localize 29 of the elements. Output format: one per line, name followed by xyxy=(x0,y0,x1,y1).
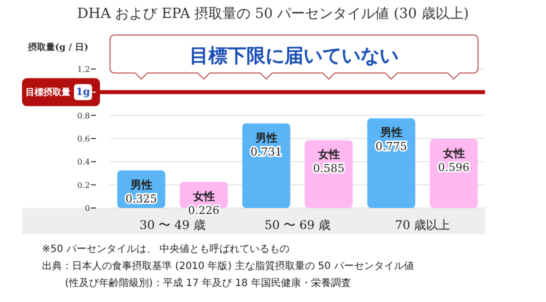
data-label: 0.325 xyxy=(126,192,157,206)
text: 目標下限に届いていない xyxy=(190,45,398,67)
text: (性及び年齢階級別)：平成 17 年及び 18 年国民健康・栄養調査 xyxy=(65,277,351,289)
y-tick-label: 0.4 xyxy=(77,158,90,167)
x-tick-label: 30 〜 49 歳 xyxy=(140,218,206,232)
chart-title: DHA および EPA 摂取量の 50 パーセンタイル値 (30 歳以上) xyxy=(77,6,469,22)
data-label: 0.585 xyxy=(313,162,344,176)
data-label: 0.226 xyxy=(188,204,220,217)
x-tick-label: 50 〜 69 歳 xyxy=(264,218,330,232)
data-label: 0.775 xyxy=(376,140,407,154)
y-tick-label: 0.8 xyxy=(77,111,90,120)
text: 男性 xyxy=(380,126,402,140)
y-axis-title: 摂取量(g / 日) xyxy=(27,42,88,53)
text: 女性 xyxy=(442,146,465,160)
source-note: 出典：日本人の食事摂取基準 (2010 年版) 主な脂質摂取量の 50 パーセンタイル値 xyxy=(42,260,414,272)
y-tick-label: 1g xyxy=(76,87,90,98)
ref-line-label: 目標摂取量 xyxy=(26,87,70,98)
series-label: 女性 xyxy=(192,190,215,203)
y-tick-label: 1.2 xyxy=(77,65,90,74)
text: ※50 パーセンタイルは、 中央値とも呼ばれているもの xyxy=(42,243,290,255)
data-label: 0.596 xyxy=(438,160,470,174)
text: 女性 xyxy=(318,148,340,162)
text: 男性 xyxy=(130,178,152,192)
series-label: 男性 xyxy=(254,131,278,144)
x-tick-label: 70 歳以上 xyxy=(394,218,450,232)
y-tick-label: 0 xyxy=(84,204,90,213)
y-tick-label: 0.6 xyxy=(77,134,90,144)
data-label: 0.731 xyxy=(250,145,282,158)
y-tick-label: 0.2 xyxy=(77,180,90,190)
